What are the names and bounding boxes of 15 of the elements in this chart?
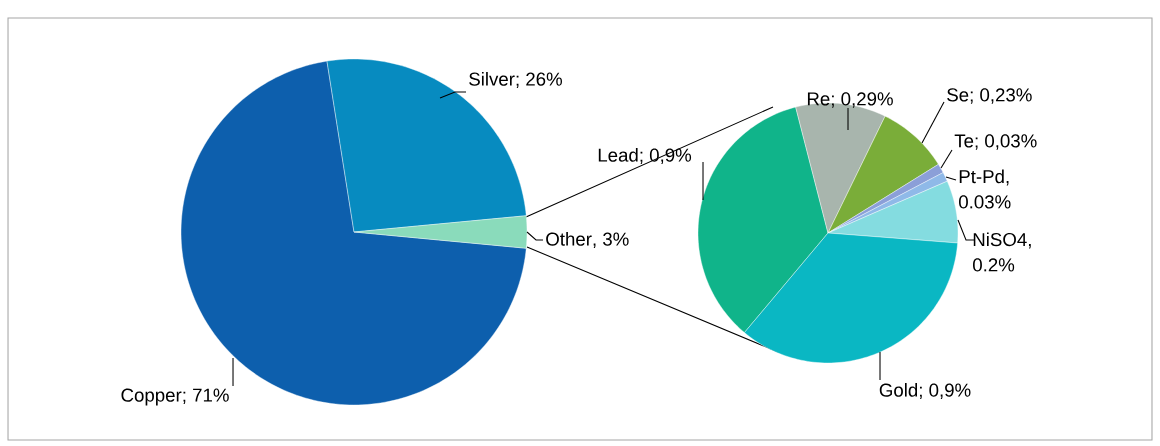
data-label: ; 0,9% — [919, 383, 971, 399]
slice-label: Silver — [469, 72, 515, 86]
data-label: ; 0,29% — [831, 92, 893, 108]
slice-label: Te — [954, 134, 974, 148]
data-label: ; 71% — [183, 388, 229, 404]
slice-label: Lead — [598, 148, 638, 162]
slice-label: Gold — [879, 383, 918, 397]
data-label: ; 26% — [516, 72, 562, 88]
slice-label: Other — [546, 232, 592, 246]
data-label: , 3% — [593, 232, 629, 248]
slice-label: Copper — [121, 388, 182, 406]
data-label: ; 0,03% — [975, 134, 1037, 150]
slice-label: Se — [947, 88, 969, 102]
data-label: ; 0,23% — [970, 88, 1032, 104]
slice-label: Re — [807, 92, 830, 106]
